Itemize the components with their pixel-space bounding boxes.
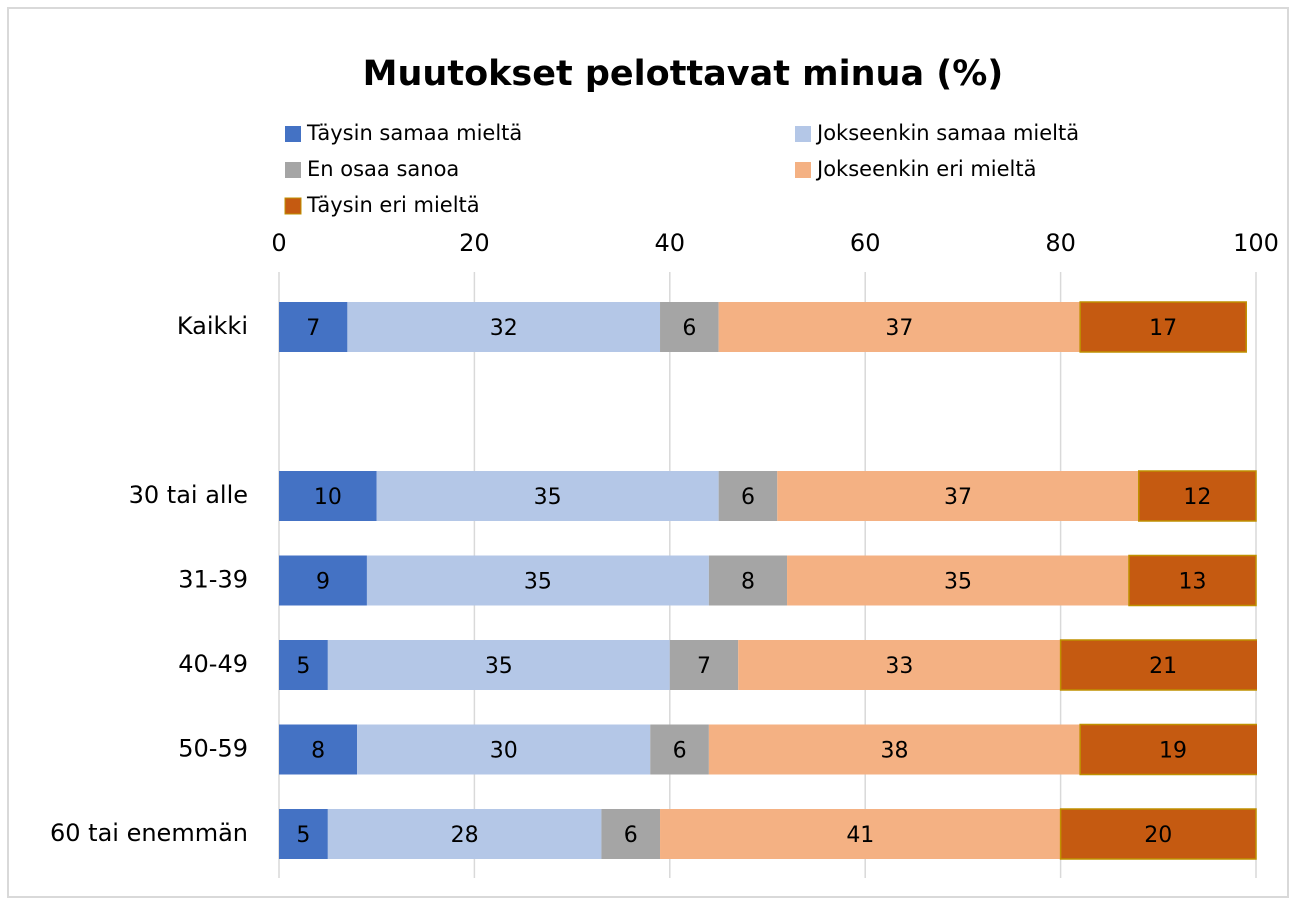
y-tick-label: 60 tai enemmän (50, 819, 248, 847)
data-label: 7 (697, 654, 711, 679)
data-label: 5 (296, 823, 310, 848)
data-label: 20 (1144, 823, 1172, 848)
bar-segment (327, 640, 670, 690)
bar-segment (650, 724, 709, 775)
bar-segment (357, 724, 651, 775)
data-label: 12 (1183, 485, 1211, 510)
bar-segment (366, 555, 709, 606)
data-label: 32 (490, 316, 518, 341)
bar-segment (327, 809, 602, 859)
data-label: 7 (306, 316, 320, 341)
bar-segment (718, 471, 778, 521)
data-label: 35 (485, 654, 513, 679)
bar-segment (669, 640, 739, 690)
bar-segment (660, 809, 1061, 859)
bar-segment (347, 302, 661, 352)
bar-segment (1079, 723, 1257, 776)
x-tick-label: 80 (1045, 229, 1076, 257)
y-tick-label: 31-39 (178, 566, 248, 594)
data-label: 41 (846, 823, 874, 848)
legend-swatch (284, 197, 302, 215)
chart-title: Muutokset pelottavat minua (%) (363, 54, 1004, 94)
bar-segment (279, 809, 328, 859)
data-label: 6 (624, 823, 638, 848)
data-label: 19 (1159, 739, 1187, 764)
y-tick-label: 30 tai alle (129, 481, 248, 509)
bar-segment (1079, 301, 1247, 353)
x-tick-label: 60 (850, 229, 881, 257)
bar-segment (777, 471, 1139, 521)
data-label: 33 (885, 654, 913, 679)
data-label: 8 (311, 739, 325, 764)
legend-swatch (795, 126, 811, 142)
bar-segment (708, 724, 1081, 775)
bar-segment (376, 471, 719, 521)
data-label: 37 (885, 316, 913, 341)
bar-segment (660, 302, 719, 352)
bar-segment (1059, 808, 1257, 860)
data-label: 17 (1149, 316, 1177, 341)
data-label: 21 (1149, 654, 1177, 679)
x-tick-label: 100 (1233, 229, 1279, 257)
data-label: 9 (316, 570, 330, 595)
bar-segment (787, 555, 1129, 606)
data-label: 8 (741, 570, 755, 595)
bar-segment (279, 555, 367, 606)
bar-segment (1128, 554, 1257, 607)
data-label: 5 (296, 654, 310, 679)
data-label: 38 (881, 739, 909, 764)
data-label: 6 (682, 316, 696, 341)
legend-label: Jokseenkin eri mieltä (815, 157, 1037, 181)
y-tick-label: 40-49 (178, 650, 248, 678)
legend-swatch (285, 162, 301, 178)
legend-swatch (285, 126, 301, 142)
bar-segment (279, 471, 377, 521)
x-tick-label: 20 (459, 229, 490, 257)
data-label: 28 (451, 823, 479, 848)
y-tick-label: Kaikki (177, 312, 248, 340)
data-label: 13 (1178, 570, 1206, 595)
bar-segment (708, 555, 788, 606)
legend-swatch (795, 162, 811, 178)
data-label: 35 (534, 485, 562, 510)
legend-label: Täysin samaa mieltä (306, 121, 522, 145)
bar-segment (1138, 470, 1257, 522)
data-label: 6 (741, 485, 755, 510)
legend-label: En osaa sanoa (307, 157, 459, 181)
data-label: 35 (524, 570, 552, 595)
y-tick-label: 50-59 (178, 735, 248, 763)
bar-segment (279, 724, 358, 775)
data-label: 10 (314, 485, 342, 510)
data-label: 35 (944, 570, 972, 595)
data-label: 37 (944, 485, 972, 510)
legend-label: Täysin eri mieltä (306, 193, 480, 217)
bar-segment (718, 302, 1081, 352)
bar-segment (279, 640, 328, 690)
bar-segment (1059, 639, 1257, 691)
bar-segment (601, 809, 661, 859)
x-tick-label: 40 (655, 229, 686, 257)
bar-segment (279, 302, 348, 352)
x-tick-label: 0 (271, 229, 286, 257)
bar-segment (738, 640, 1061, 690)
legend-label: Jokseenkin samaa mieltä (815, 121, 1079, 145)
data-label: 6 (673, 739, 687, 764)
data-label: 30 (490, 739, 518, 764)
